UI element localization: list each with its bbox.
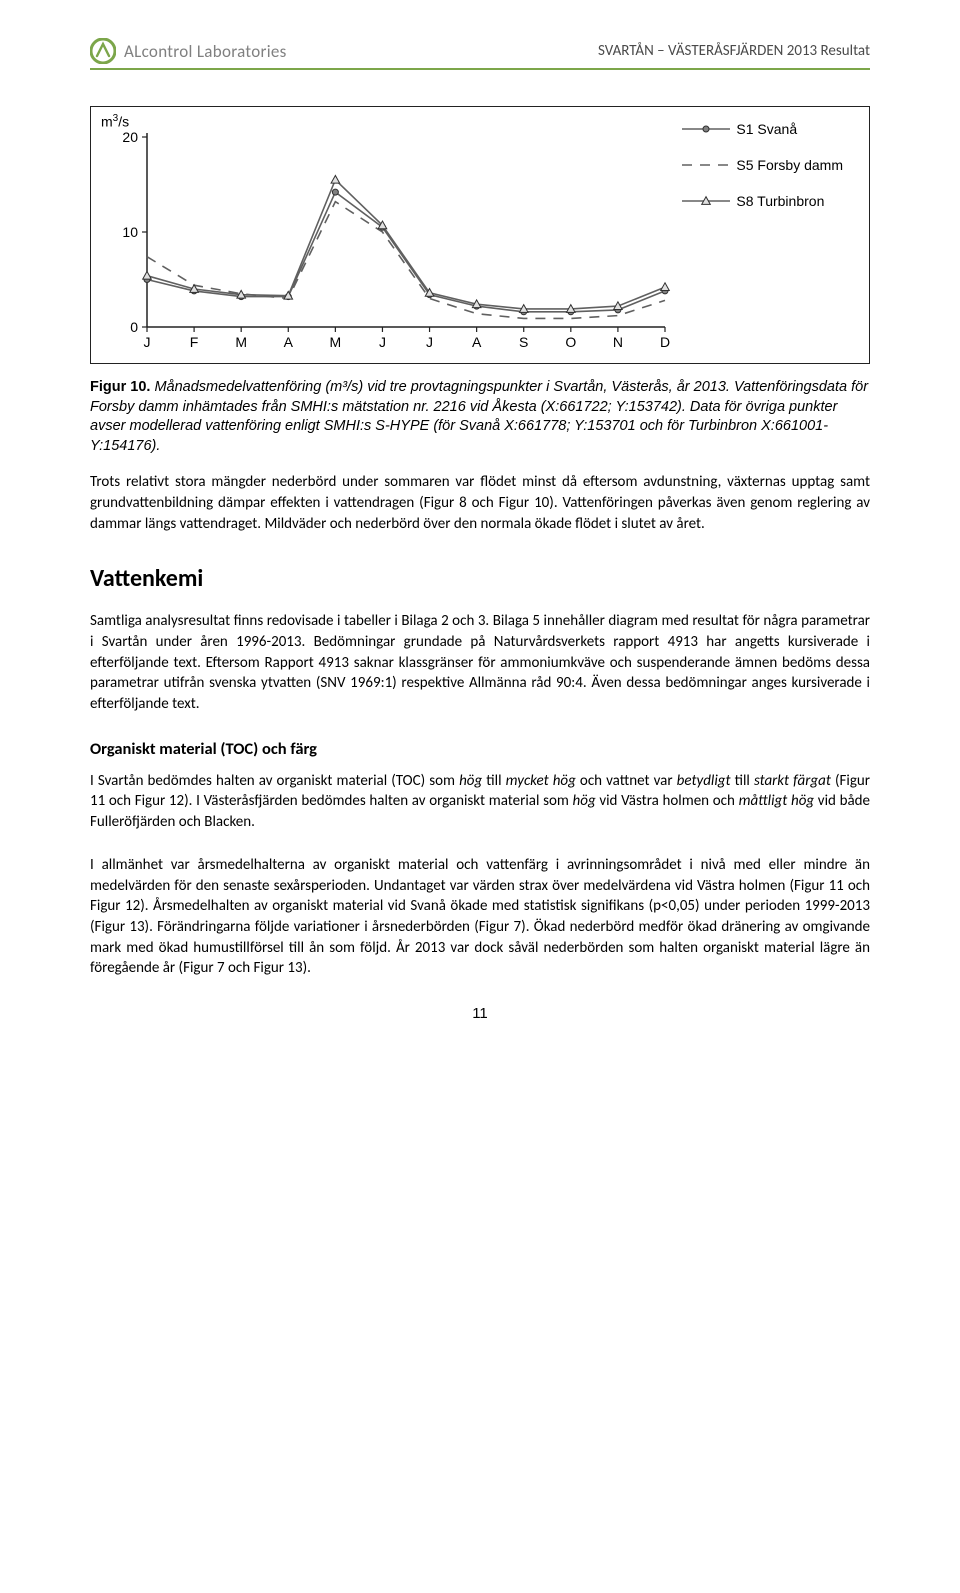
svg-text:M: M: [235, 334, 247, 350]
legend-item: S8 Turbinbron: [682, 193, 843, 209]
caption-label: Figur 10.: [90, 379, 150, 395]
legend-label: S8 Turbinbron: [736, 193, 824, 209]
svg-text:N: N: [613, 334, 623, 350]
header-left: ALcontrol Laboratories: [90, 38, 287, 64]
svg-text:M: M: [330, 334, 342, 350]
svg-text:A: A: [284, 334, 294, 350]
svg-text:J: J: [426, 334, 433, 350]
svg-text:O: O: [565, 334, 576, 350]
paragraph-1: Trots relativt stora mängder nederbörd u…: [90, 472, 870, 534]
paragraph-4: I allmänhet var årsmedelhalterna av orga…: [90, 855, 870, 979]
legend-item: S1 Svanå: [682, 121, 843, 137]
page: ALcontrol Laboratories SVARTÅN – VÄSTERÅ…: [0, 0, 960, 1072]
paragraph-2: Samtliga analysresultat finns redovisade…: [90, 611, 870, 714]
page-number: 11: [90, 1005, 870, 1022]
legend-item: S5 Forsby damm: [682, 157, 843, 173]
legend-label: S5 Forsby damm: [736, 157, 843, 173]
svg-text:0: 0: [130, 319, 138, 335]
subsection-heading: Organiskt material (TOC) och färg: [90, 739, 870, 759]
caption-text: Månadsmedelvattenföring (m³/s) vid tre p…: [90, 379, 868, 454]
svg-text:J: J: [144, 334, 151, 350]
flow-chart: m3/s 0 10 20 J F M A M J J A S O N D S1 Svanå S5 Forsby…: [90, 106, 870, 364]
chart-ylabel: m3/s: [101, 113, 129, 130]
lab-name: ALcontrol Laboratories: [124, 41, 287, 62]
legend-label: S1 Svanå: [736, 121, 797, 137]
svg-text:A: A: [472, 334, 482, 350]
section-heading: Vattenkemi: [90, 564, 870, 593]
chart-legend: S1 Svanå S5 Forsby damm S8 Turbinbron: [682, 121, 843, 229]
svg-text:S: S: [519, 334, 528, 350]
figure-caption: Figur 10. Månadsmedelvattenföring (m³/s)…: [90, 378, 870, 456]
page-header: ALcontrol Laboratories SVARTÅN – VÄSTERÅ…: [90, 38, 870, 70]
svg-text:20: 20: [122, 129, 138, 145]
svg-text:J: J: [379, 334, 386, 350]
svg-text:10: 10: [122, 224, 138, 240]
paragraph-3: I Svartån bedömdes halten av organiskt m…: [90, 771, 870, 833]
doc-title: SVARTÅN – VÄSTERÅSFJÄRDEN 2013 Resultat: [598, 42, 870, 60]
svg-text:D: D: [660, 334, 670, 350]
svg-text:F: F: [190, 334, 199, 350]
alcontrol-logo-icon: [90, 38, 116, 64]
